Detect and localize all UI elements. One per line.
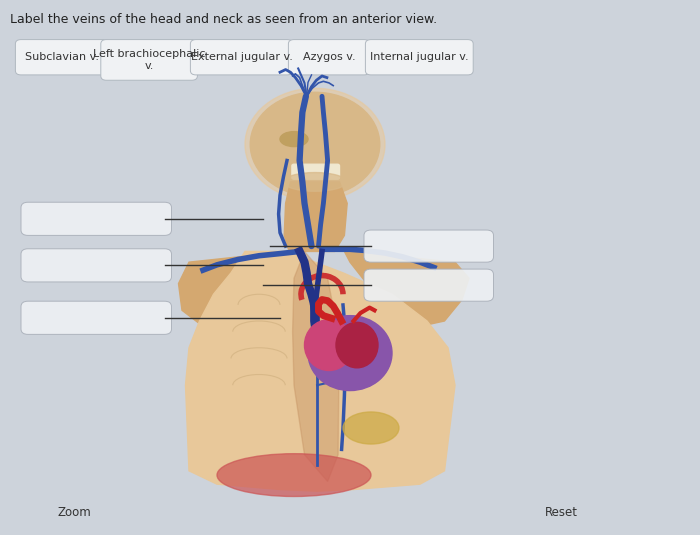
Ellipse shape (251, 92, 379, 197)
Ellipse shape (336, 322, 378, 368)
FancyBboxPatch shape (288, 40, 370, 75)
FancyBboxPatch shape (101, 40, 197, 80)
Ellipse shape (217, 454, 371, 496)
Ellipse shape (307, 154, 349, 167)
Text: Azygos v.: Azygos v. (302, 52, 356, 62)
Text: Zoom: Zoom (57, 506, 91, 519)
Ellipse shape (343, 412, 399, 444)
FancyBboxPatch shape (21, 301, 172, 334)
FancyBboxPatch shape (364, 230, 494, 262)
Text: Left brachiocephalic
v.: Left brachiocephalic v. (93, 49, 205, 71)
Polygon shape (284, 182, 347, 251)
Ellipse shape (308, 316, 392, 391)
Polygon shape (186, 251, 455, 491)
Ellipse shape (245, 88, 385, 201)
FancyBboxPatch shape (21, 202, 172, 235)
Text: Internal jugular v.: Internal jugular v. (370, 52, 468, 62)
Ellipse shape (304, 320, 354, 370)
FancyBboxPatch shape (21, 249, 172, 282)
Polygon shape (344, 251, 469, 326)
FancyBboxPatch shape (365, 40, 473, 75)
Polygon shape (293, 251, 339, 482)
Polygon shape (178, 251, 289, 332)
FancyBboxPatch shape (15, 40, 109, 75)
Ellipse shape (284, 172, 346, 192)
Ellipse shape (280, 132, 308, 147)
Text: Label the veins of the head and neck as seen from an anterior view.: Label the veins of the head and neck as … (10, 13, 438, 26)
FancyBboxPatch shape (190, 40, 293, 75)
Text: External jugular v.: External jugular v. (190, 52, 293, 62)
FancyBboxPatch shape (364, 269, 494, 301)
Text: Subclavian v.: Subclavian v. (25, 52, 99, 62)
FancyBboxPatch shape (292, 164, 340, 179)
Text: Reset: Reset (545, 506, 578, 519)
